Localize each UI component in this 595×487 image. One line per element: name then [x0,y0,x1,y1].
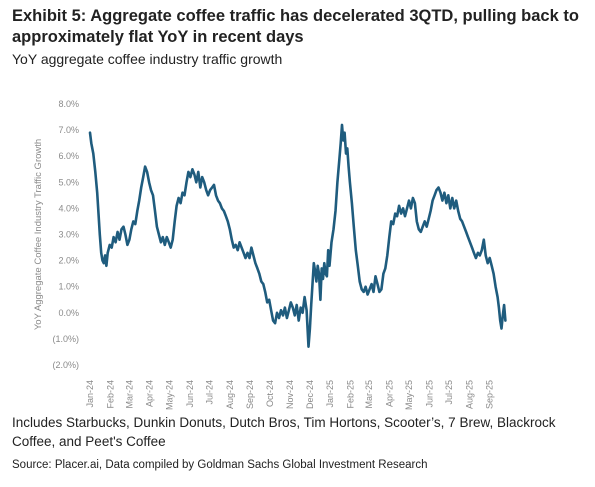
source-note: Source: Placer.ai, Data compiled by Gold… [12,459,428,471]
x-tick-label: Feb-24 [105,380,115,409]
y-tick-label: 8.0% [58,99,79,109]
chart-subtitle: YoY aggregate coffee industry traffic gr… [12,51,283,67]
y-tick-label: 5.0% [58,177,79,187]
y-tick-label: 4.0% [58,203,79,213]
footnote: Includes Starbucks, Dunkin Donuts, Dutch… [12,415,556,449]
x-tick-labels: Jan-24 Feb-24 Mar-24 Apr-24 May-24 Jun-24 Jul-… [85,380,495,410]
y-tick-label: 7.0% [58,125,79,135]
x-tick-label: Jul-25 [444,380,454,405]
y-tick-labels: 8.0% 7.0% 6.0% 5.0% 4.0% 3.0% 2.0% 1.0% 0.0% (1.0… [52,99,79,370]
x-tick-label: Oct-24 [265,380,275,407]
x-tick-label: Nov-24 [285,380,295,409]
y-tick-label: 0.0% [58,308,79,318]
x-tick-label: Sep-25 [485,380,495,409]
y-tick-label: 3.0% [58,230,79,240]
x-tick-label: Feb-25 [346,380,356,409]
x-tick-label: Jun-25 [424,380,434,408]
line-chart: YoY Aggregate Coffee Industry Traffic Gr… [33,99,507,410]
x-tick-label: May-25 [404,380,414,410]
x-tick-label: Jan-24 [85,380,95,408]
x-tick-label: Mar-25 [364,380,374,409]
x-tick-label: Mar-24 [124,380,134,409]
y-tick-label: (1.0%) [52,334,79,344]
chart-title: Exhibit 5: Aggregate coffee traffic has … [12,7,579,46]
x-tick-label: Apr-24 [145,380,155,407]
x-tick-label: Apr-25 [384,380,394,407]
y-tick-label: 2.0% [58,256,79,266]
x-tick-label: Aug-24 [225,380,235,409]
y-axis-label-group: YoY Aggregate Coffee Industry Traffic Gr… [33,139,44,330]
x-tick-label: Sep-24 [245,380,255,409]
x-tick-label: Jun-24 [185,380,195,408]
y-tick-label: 1.0% [58,282,79,292]
x-tick-label: May-24 [164,380,174,410]
y-axis-label: YoY Aggregate Coffee Industry Traffic Gr… [33,139,44,330]
x-tick-label: Dec-24 [305,380,315,409]
x-tick-label: Jul-24 [204,380,214,405]
y-tick-label: 6.0% [58,151,79,161]
x-tick-label: Aug-25 [464,380,474,409]
y-tick-label: (2.0%) [52,360,79,370]
x-tick-label: Jan-25 [325,380,335,408]
traffic-growth-line [88,123,507,348]
